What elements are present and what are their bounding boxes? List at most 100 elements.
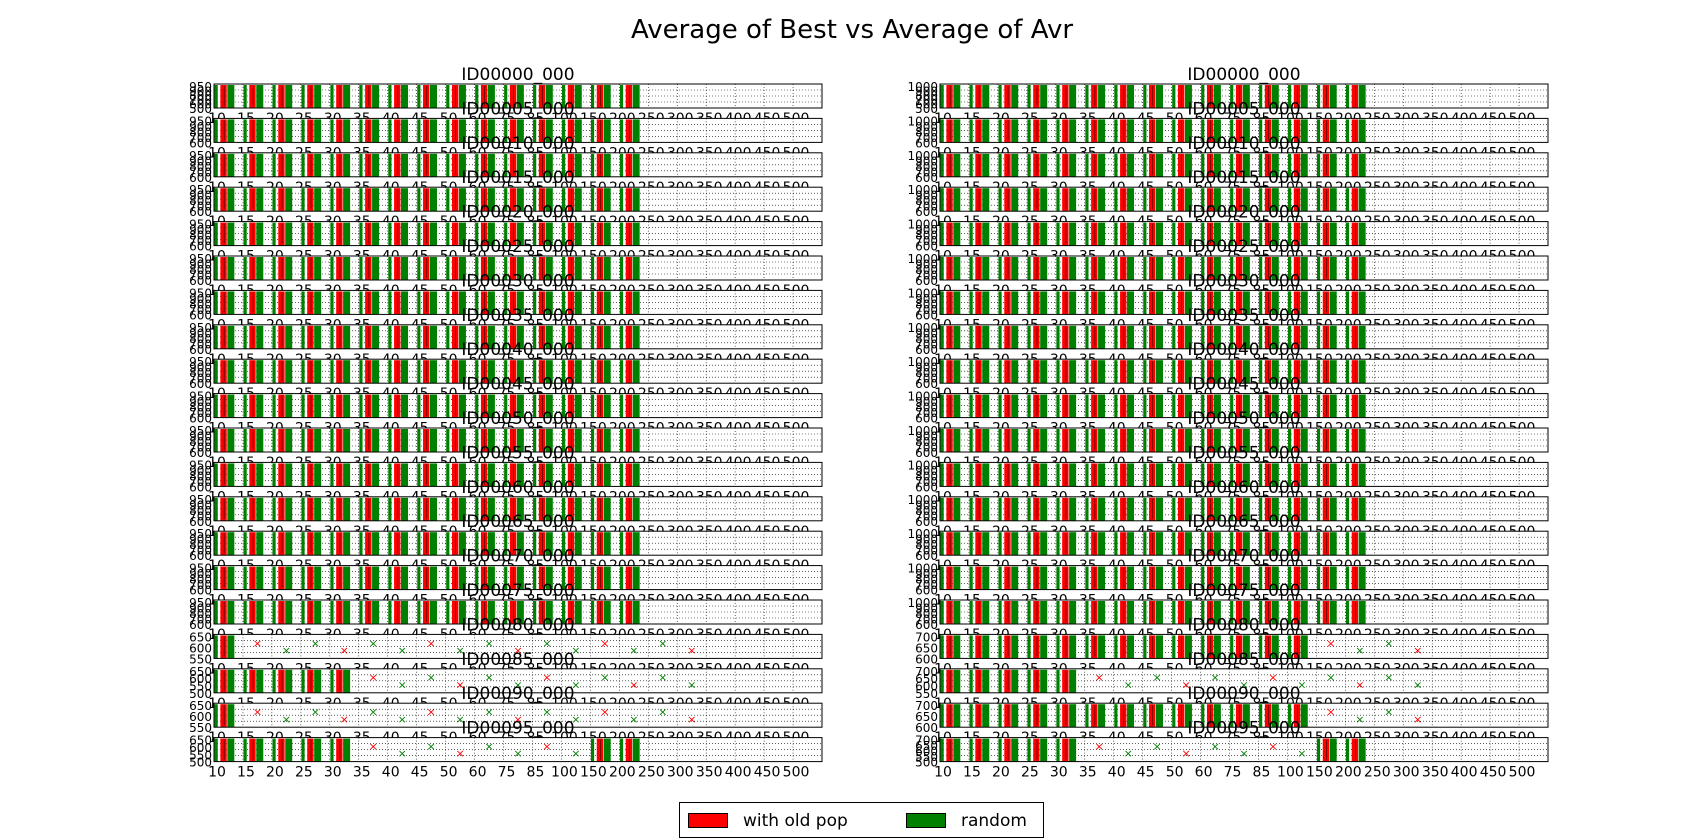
bar-random xyxy=(401,291,409,315)
x-tick-label: 400 xyxy=(1451,765,1478,781)
bar-random xyxy=(953,291,961,315)
bar-random xyxy=(417,532,421,556)
bar-random xyxy=(1345,738,1350,762)
bar-with-old-pop xyxy=(1004,704,1011,728)
bar-random xyxy=(301,669,305,693)
data-marker-x: × xyxy=(513,747,522,760)
axes-frame xyxy=(213,702,823,728)
bar-with-old-pop xyxy=(1062,291,1069,315)
y-tick-label: 900 xyxy=(915,498,938,512)
data-marker-x: × xyxy=(1095,740,1104,753)
bar-random xyxy=(1242,119,1250,143)
bar-random xyxy=(243,394,247,418)
bar-random xyxy=(1242,360,1250,384)
axes-frame xyxy=(213,255,823,281)
bar-random xyxy=(487,497,495,521)
bar-random xyxy=(1345,119,1350,143)
bar-with-old-pop xyxy=(1206,429,1214,452)
bar-with-old-pop xyxy=(567,257,575,280)
bar-random xyxy=(1027,119,1031,143)
bar-random xyxy=(619,738,624,762)
bar-random xyxy=(330,291,334,315)
bar-random xyxy=(1056,394,1060,418)
bar-random xyxy=(214,394,218,418)
bar-random xyxy=(301,429,305,452)
bar-with-old-pop xyxy=(625,257,633,280)
axes-frame xyxy=(213,117,823,143)
bar-random xyxy=(214,635,218,659)
data-marker-x: × xyxy=(311,637,320,650)
y-tick-label: 600 xyxy=(189,672,212,686)
x-tick-label: 75 xyxy=(498,765,516,781)
bar-random xyxy=(969,429,973,452)
y-tick-label: 600 xyxy=(915,171,938,185)
bar-random xyxy=(1213,325,1221,349)
bar-random xyxy=(940,497,944,521)
bar-random xyxy=(982,394,990,418)
bar-with-old-pop xyxy=(1062,601,1069,624)
bar-with-old-pop xyxy=(307,153,314,177)
bar-with-old-pop xyxy=(1149,325,1156,349)
bar-random xyxy=(1184,188,1192,212)
data-marker-x: × xyxy=(600,671,609,684)
bar-with-old-pop xyxy=(1351,566,1359,590)
y-tick-label: 800 xyxy=(915,366,938,380)
bar-random xyxy=(998,119,1002,143)
bar-with-old-pop xyxy=(451,291,459,315)
bar-random xyxy=(1027,704,1031,728)
bar-with-old-pop xyxy=(1091,635,1098,659)
bar-random xyxy=(603,394,611,418)
bar-random xyxy=(1230,257,1234,280)
y-tick-label: 600 xyxy=(189,549,212,563)
bar-random xyxy=(603,153,611,177)
axes-frame xyxy=(939,289,1549,315)
bar-random xyxy=(1345,153,1350,177)
bar-random xyxy=(969,463,973,487)
bar-random xyxy=(574,188,582,212)
axes-frame xyxy=(939,427,1549,453)
bar-with-old-pop xyxy=(1120,704,1127,728)
y-tick-label: 700 xyxy=(915,234,938,248)
bar-with-old-pop xyxy=(1004,497,1011,521)
bar-random xyxy=(969,635,973,659)
y-tick-label: 1000 xyxy=(907,149,938,163)
bar-random xyxy=(1358,222,1366,246)
bar-random xyxy=(343,738,351,762)
bar-random xyxy=(1345,463,1350,487)
bar-random xyxy=(446,532,450,556)
data-marker-x: × xyxy=(687,644,696,657)
bar-with-old-pop xyxy=(1149,188,1156,212)
bar-random xyxy=(590,463,595,487)
bar-with-old-pop xyxy=(567,394,575,418)
bar-random xyxy=(1259,188,1263,212)
bar-random xyxy=(1056,291,1060,315)
bar-random xyxy=(1069,153,1077,177)
bar-random xyxy=(401,429,409,452)
bar-random xyxy=(227,188,235,212)
x-tick-label: 150 xyxy=(580,765,607,781)
y-tick-label: 800 xyxy=(189,573,212,587)
bar-random xyxy=(446,601,450,624)
bar-random xyxy=(1098,222,1106,246)
bar-random xyxy=(330,429,334,452)
x-tick-label: 450 xyxy=(1480,765,1507,781)
bar-with-old-pop xyxy=(1062,566,1069,590)
bar-with-old-pop xyxy=(596,85,604,108)
bar-with-old-pop xyxy=(1062,635,1069,659)
bar-random xyxy=(1259,360,1263,384)
bar-random xyxy=(1242,257,1250,280)
bar-random xyxy=(401,497,409,521)
subplot-title: ID00040_000 xyxy=(461,340,574,360)
bar-random xyxy=(372,257,380,280)
y-tick-label: 1000 xyxy=(907,596,938,610)
bar-random xyxy=(1056,119,1060,143)
y-tick-label: 900 xyxy=(189,292,212,306)
bar-with-old-pop xyxy=(1177,704,1185,728)
bar-with-old-pop xyxy=(1062,429,1069,452)
bar-with-old-pop xyxy=(567,360,575,384)
bar-with-old-pop xyxy=(1322,463,1330,487)
bar-random xyxy=(1143,188,1147,212)
bar-with-old-pop xyxy=(975,463,982,487)
bar-random xyxy=(314,738,322,762)
